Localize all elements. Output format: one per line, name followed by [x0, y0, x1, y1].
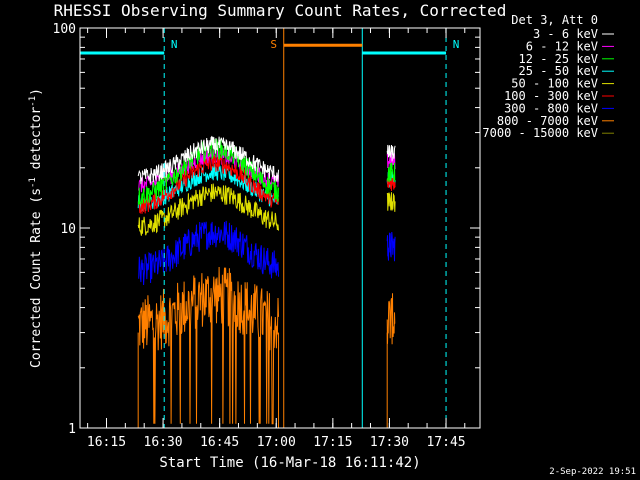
flag-label: N	[453, 38, 460, 51]
series-line-burst	[386, 191, 396, 212]
plot-marks	[137, 135, 396, 428]
y-axis-label-sup1: -1	[28, 177, 38, 188]
chart-title: RHESSI Observing Summary Count Rates, Co…	[54, 1, 507, 20]
legend-label: 6 - 12 keV	[526, 39, 598, 53]
legend-label: 50 - 100 keV	[511, 77, 598, 91]
series-line-burst	[386, 162, 396, 183]
series-line	[137, 266, 279, 425]
x-tick-label: 17:45	[426, 435, 465, 450]
series-line	[137, 135, 279, 185]
series-line-burst	[386, 231, 396, 262]
series-line	[137, 138, 279, 206]
y-axis-label-sup2: -1	[28, 96, 38, 107]
x-axis: 16:15 16:30 16:45 17:00 17:15 17:30 17:45	[87, 28, 466, 450]
legend-label: 300 - 800 keV	[504, 101, 598, 115]
series-line	[137, 183, 279, 236]
y-axis-label-part1: Corrected Count Rate (s	[29, 188, 44, 368]
y-tick-label: 10	[60, 222, 76, 237]
series-line-burst	[386, 144, 396, 162]
legend-header: Det 3, Att 0	[511, 13, 598, 27]
x-axis-label: Start Time (16-Mar-18 16:11:42)	[159, 455, 420, 471]
legend-label: 7000 - 15000 keV	[482, 126, 598, 140]
y-axis-label-part3: )	[29, 88, 44, 96]
generation-timestamp: 2-Sep-2022 19:51	[549, 467, 636, 477]
legend-label: 100 - 300 keV	[504, 89, 598, 103]
legend-label: 25 - 50 keV	[519, 64, 598, 78]
y-tick-label: 100	[53, 22, 76, 37]
x-tick-label: 17:00	[257, 435, 296, 450]
legend-label: 3 - 6 keV	[533, 27, 598, 41]
series-line-burst	[386, 293, 396, 345]
series-line	[137, 155, 279, 214]
y-axis-label-part2: detector	[29, 107, 44, 178]
legend-label: 12 - 25 keV	[519, 52, 598, 66]
y-axis-label: Corrected Count Rate (s-1 detector-1)	[28, 88, 44, 368]
x-tick-label: 17:30	[370, 435, 409, 450]
x-tick-label: 16:45	[200, 435, 239, 450]
y-axis: 1 10 100	[53, 22, 480, 437]
flag-label: N	[171, 38, 178, 51]
x-tick-label: 16:15	[87, 435, 126, 450]
x-tick-label: 16:30	[144, 435, 183, 450]
y-tick-label: 1	[68, 422, 76, 437]
series-line	[137, 220, 279, 286]
x-tick-label: 17:15	[313, 435, 352, 450]
legend-label: 800 - 7000 keV	[497, 114, 598, 128]
flag-label: S	[270, 38, 277, 51]
